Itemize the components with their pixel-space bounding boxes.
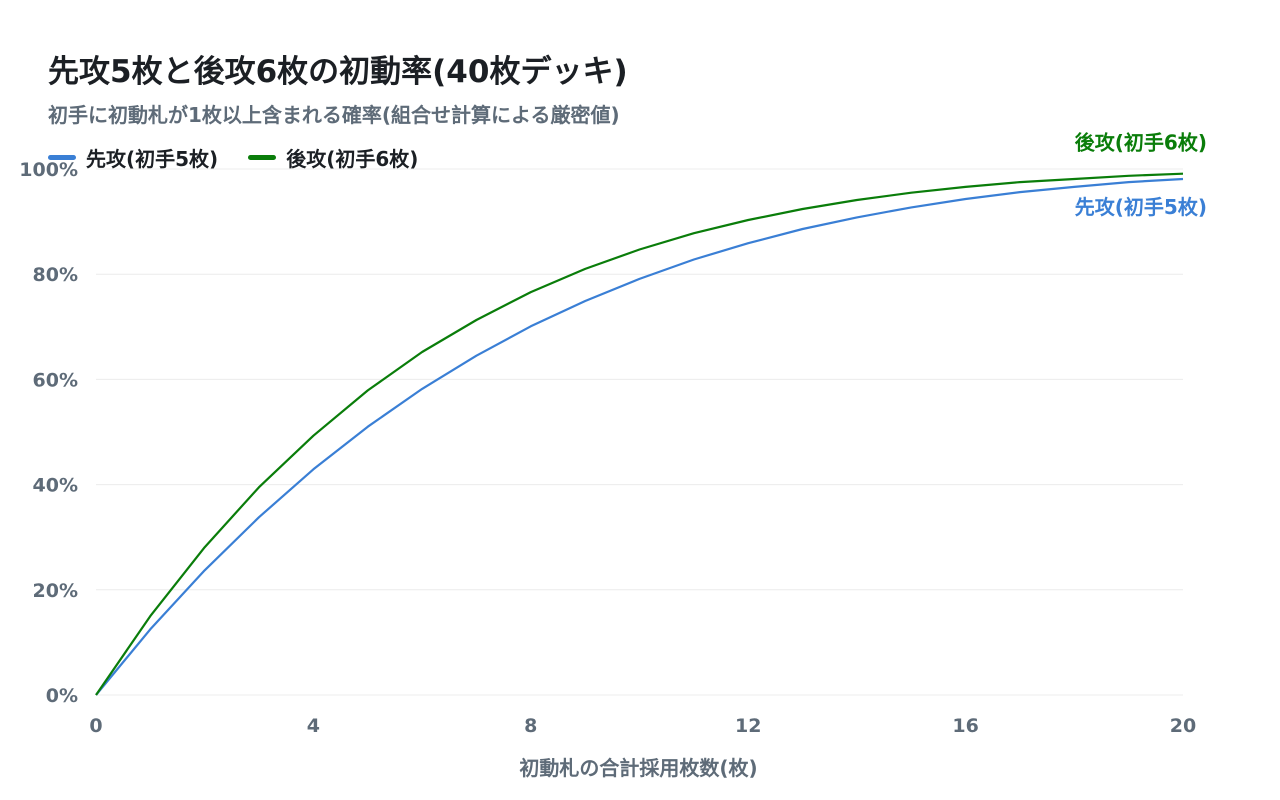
legend-label-first: 先攻(初手5枚): [86, 147, 219, 171]
legend-item-first: 先攻(初手5枚): [48, 143, 218, 172]
x-tick-label: 0: [89, 715, 102, 737]
x-axis-label: 初動札の合計採用枚数(枚): [519, 756, 757, 780]
x-tick-label: 12: [735, 715, 761, 737]
series-line-first: [95, 177, 1184, 696]
x-tick-label: 16: [952, 715, 978, 737]
y-tick-label: 60%: [33, 369, 78, 391]
y-tick-label: 20%: [33, 580, 78, 602]
legend: 先攻(初手5枚) 後攻(初手6枚): [48, 143, 418, 172]
x-tick-label: 20: [1170, 715, 1196, 737]
end-label-first: 先攻(初手5枚): [1075, 195, 1207, 219]
legend-swatch-first: [48, 155, 76, 160]
legend-swatch-second: [248, 155, 277, 160]
y-tick-label: 40%: [33, 475, 78, 497]
x-tick-label: 4: [307, 715, 320, 737]
legend-label-second: 後攻(初手6枚): [286, 147, 419, 171]
x-tick-label: 8: [524, 715, 537, 737]
y-tick-label: 100%: [19, 159, 78, 181]
end-label-second: 後攻(初手6枚): [1075, 131, 1207, 155]
y-tick-label: 80%: [33, 264, 78, 286]
chart-title: 先攻5枚と後攻6枚の初動率(40枚デッキ): [48, 54, 628, 90]
chart-subtitle: 初手に初動札が1枚以上含まれる確率(組合せ計算による厳密値): [48, 103, 620, 127]
series-line-second: [95, 172, 1184, 696]
legend-item-second: 後攻(初手6枚): [248, 143, 418, 172]
y-tick-label: 0%: [46, 685, 78, 707]
